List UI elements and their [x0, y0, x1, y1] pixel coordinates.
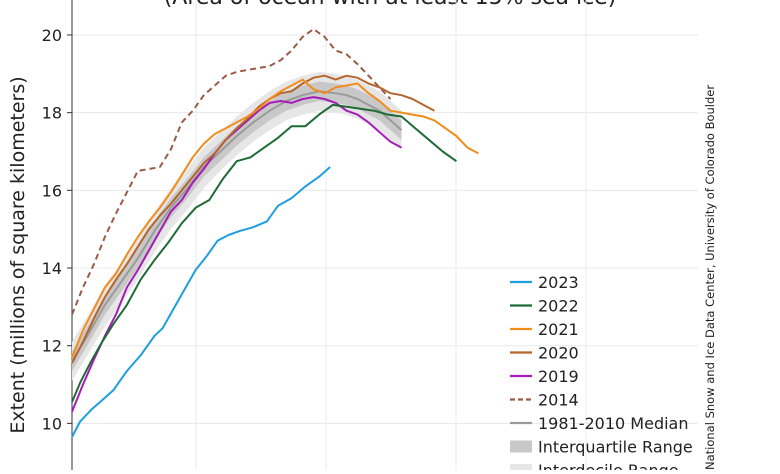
y-tick-label: 14	[42, 259, 62, 278]
series-line-2022	[71, 103, 457, 403]
legend-label-1981-2010-median: 1981-2010 Median	[538, 414, 689, 433]
y-axis-label: Extent (millions of square kilometers)	[7, 76, 29, 433]
series-line-2021	[71, 78, 479, 358]
y-tick-label: 10	[42, 414, 62, 433]
y-tick-label: 20	[42, 26, 62, 45]
legend: 2023 2022 2021 2020 2019 2014 1981-2010 Median…	[510, 273, 693, 474]
legend-label-2022: 2022	[538, 297, 579, 316]
y-tick-label: 16	[42, 181, 62, 200]
series-line-2014	[71, 28, 392, 315]
plot-area: 10 12 14 16 18 20	[42, 0, 698, 470]
chart-title: (Area of ocean with at least 15% sea ice…	[164, 0, 617, 10]
legend-label-2014: 2014	[538, 391, 579, 410]
y-tick-label: 12	[42, 337, 62, 356]
legend-label-2021: 2021	[538, 320, 579, 339]
y-tick-label: 18	[42, 104, 62, 123]
interdecile-range-band	[72, 71, 402, 381]
legend-swatch-interdecile-range	[510, 464, 532, 474]
series-line-2019	[71, 96, 402, 413]
legend-swatch-interquartile-range	[510, 440, 532, 453]
credit-text: National Snow and Ice Data Center, Unive…	[703, 85, 717, 470]
legend-label-2019: 2019	[538, 367, 579, 386]
series-line-2023	[71, 166, 331, 438]
legend-label-interquartile-range: Interquartile Range	[538, 438, 693, 457]
legend-label-interdecile-range: Interdecile Range	[538, 461, 679, 470]
legend-label-2020: 2020	[538, 344, 579, 363]
legend-label-2023: 2023	[538, 273, 579, 292]
series-line-1981-2010-median	[71, 90, 403, 362]
